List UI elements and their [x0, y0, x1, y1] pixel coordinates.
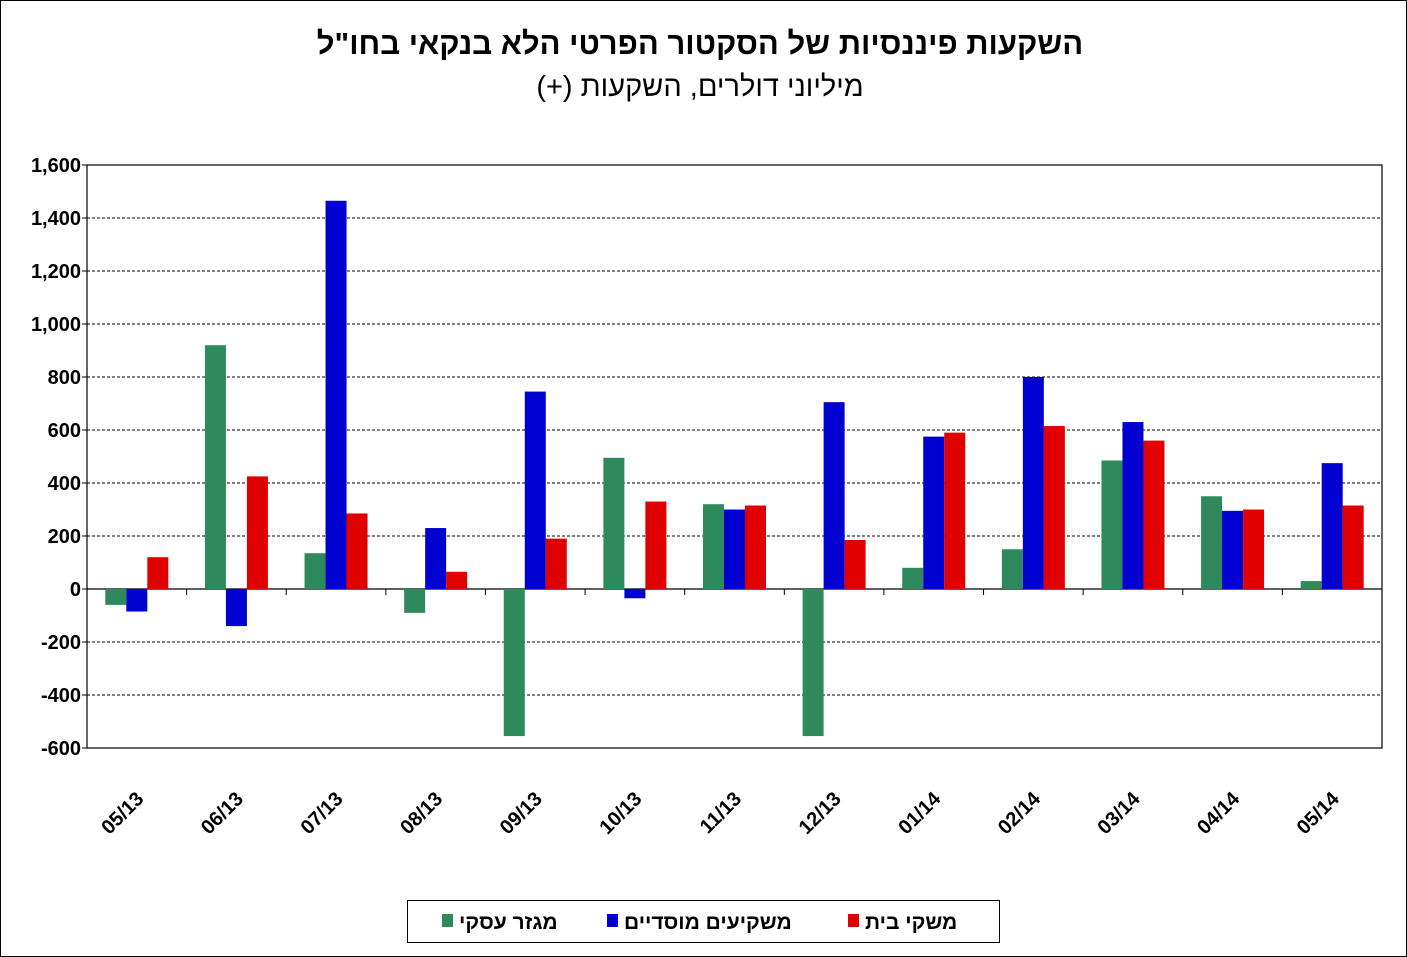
bar [1001, 549, 1023, 589]
bar [944, 432, 966, 589]
bar [105, 589, 127, 605]
legend-label: מגזר עסקי [459, 911, 558, 934]
bar [823, 402, 845, 589]
y-tick-label: 1,400 [31, 208, 81, 230]
y-tick-label: -600 [41, 738, 81, 760]
y-tick-label: -400 [41, 685, 81, 707]
bar [703, 504, 724, 589]
bar [1321, 463, 1343, 589]
legend-label: משקיעים מוסדיים [624, 911, 792, 934]
chart-subtitle: מיליוני דולרים, השקעות (+) [536, 71, 863, 103]
legend-swatch [848, 914, 859, 927]
bar [745, 505, 766, 589]
bar [724, 509, 745, 589]
bar [923, 436, 945, 589]
bar [126, 589, 148, 612]
bar [346, 513, 368, 589]
bar [1122, 422, 1144, 589]
bar [225, 589, 247, 627]
bar [1043, 426, 1065, 589]
legend-label: משקי בית [865, 911, 957, 934]
bar [1222, 510, 1244, 589]
bar [503, 589, 525, 737]
bar [404, 589, 426, 613]
bar [545, 538, 567, 589]
bar [1143, 440, 1165, 589]
y-tick-label: 0 [70, 579, 81, 601]
bar [246, 476, 268, 589]
bar [645, 501, 667, 589]
bar [446, 571, 468, 589]
bar [1342, 505, 1364, 589]
legend-swatch [607, 914, 618, 927]
y-tick-label: 600 [48, 420, 81, 442]
legend-box [407, 900, 1000, 943]
bar [603, 457, 625, 589]
chart-title: השקעות פיננסיות של הסקטור הפרטי הלא בנקא… [317, 26, 1083, 61]
bar [802, 589, 824, 737]
bar [844, 539, 866, 589]
y-tick-label: 800 [48, 367, 81, 389]
legend-swatch [442, 914, 453, 927]
bar [204, 345, 226, 589]
bar [1201, 496, 1223, 589]
bar [304, 553, 326, 589]
bar [425, 528, 447, 589]
bar [1243, 509, 1265, 589]
bar [524, 391, 546, 589]
bar [325, 200, 347, 589]
bar [1300, 581, 1322, 589]
y-tick-label: 200 [48, 526, 81, 548]
y-tick-label: 1,600 [31, 155, 81, 177]
bar [1101, 460, 1123, 589]
y-tick-label: 1,000 [31, 314, 81, 336]
bar [902, 567, 924, 589]
bar [1022, 377, 1044, 589]
y-tick-label: -200 [41, 632, 81, 654]
plot-area [86, 164, 1383, 749]
bar [624, 589, 646, 599]
y-tick-label: 1,200 [31, 261, 81, 283]
y-tick-label: 400 [48, 473, 81, 495]
bar [147, 557, 169, 589]
